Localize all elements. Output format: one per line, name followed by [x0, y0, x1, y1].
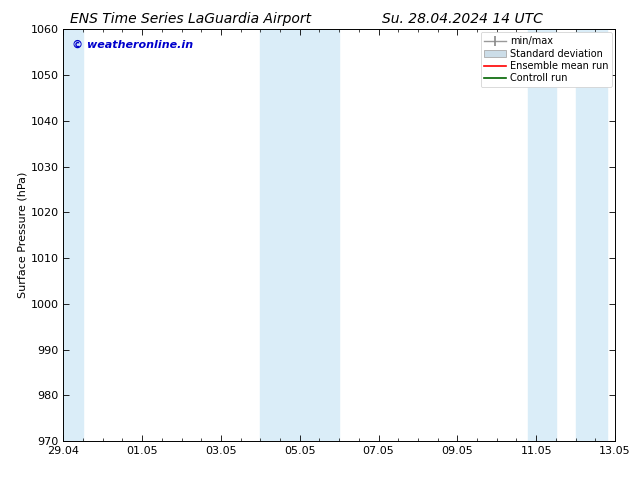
Bar [63, 29, 83, 441]
Legend: min/max, Standard deviation, Ensemble mean run, Controll run: min/max, Standard deviation, Ensemble me… [481, 32, 612, 87]
Text: Su. 28.04.2024 14 UTC: Su. 28.04.2024 14 UTC [382, 12, 543, 26]
Bar [576, 29, 607, 441]
Bar [261, 29, 339, 441]
Bar [528, 29, 556, 441]
Text: © weatheronline.in: © weatheronline.in [72, 40, 193, 49]
Y-axis label: Surface Pressure (hPa): Surface Pressure (hPa) [18, 172, 28, 298]
Text: ENS Time Series LaGuardia Airport: ENS Time Series LaGuardia Airport [70, 12, 311, 26]
